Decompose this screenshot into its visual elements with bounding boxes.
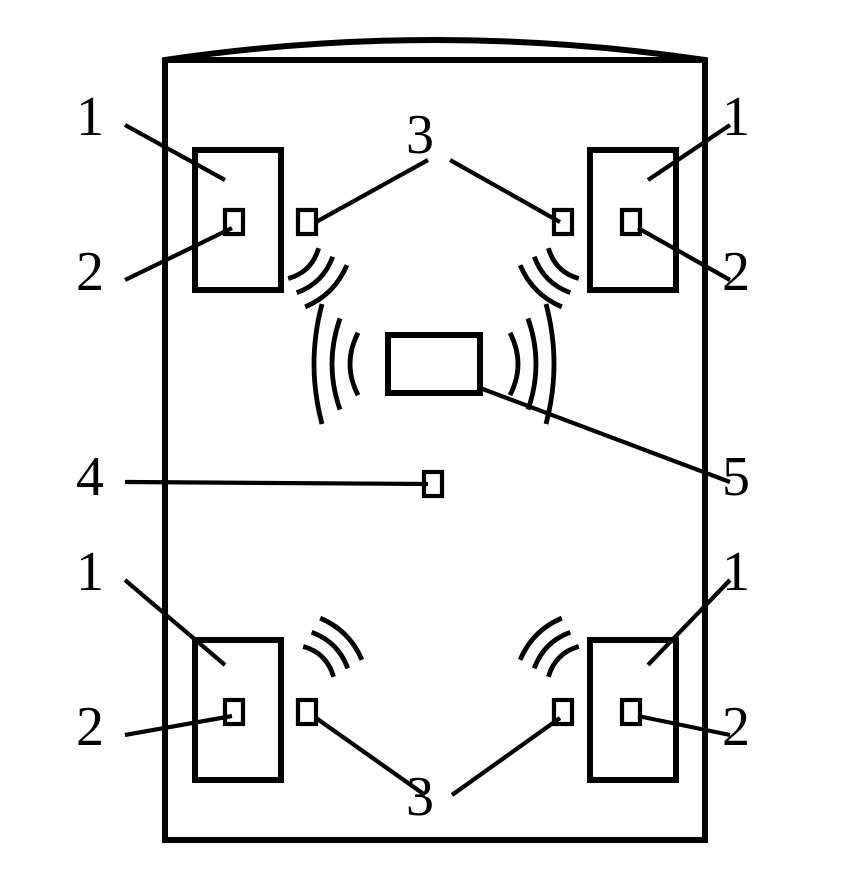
inner-sensor-tr-inner (622, 210, 640, 234)
label-1: 1 (722, 86, 750, 148)
signal-arc-right (528, 318, 536, 409)
wheel-signal-arc (288, 248, 318, 278)
wheel-signal-arc (548, 646, 578, 676)
leader-1-br (648, 580, 730, 665)
leader-2-tr (638, 228, 730, 280)
leader-3-br (452, 718, 560, 795)
outer-sensor-bl-outer (298, 700, 316, 724)
label-2: 2 (722, 696, 750, 758)
signal-arc-left (350, 333, 358, 395)
leader-1-bl (125, 580, 225, 665)
label-1: 1 (76, 86, 104, 148)
leader-2-bl (125, 716, 232, 735)
wheel-bottom-left (195, 640, 281, 780)
center-box (388, 335, 480, 393)
wheel-signal-arc (548, 248, 578, 278)
inner-sensor-br-inner (622, 700, 640, 724)
wheel-signal-arc (303, 646, 333, 676)
label-2: 2 (76, 241, 104, 303)
leader-2-br (638, 716, 730, 735)
leader-3-tl (316, 160, 428, 222)
signal-arc-left (314, 304, 322, 424)
label-1: 1 (722, 541, 750, 603)
label-3: 3 (406, 766, 434, 828)
signal-arc-left (332, 318, 340, 409)
inner-sensor-bl-inner (225, 700, 243, 724)
signal-arc-right (546, 304, 554, 424)
label-2: 2 (76, 696, 104, 758)
signal-arc-right (510, 333, 518, 395)
label-2: 2 (722, 241, 750, 303)
leader-4 (125, 482, 428, 484)
leader-3-tr (450, 160, 560, 222)
label-1: 1 (76, 541, 104, 603)
leader-2-tl (125, 228, 232, 280)
outer-sensor-tl-outer (298, 210, 316, 234)
label-4: 4 (76, 446, 104, 508)
wheel-bottom-right (590, 640, 676, 780)
leader-5 (480, 388, 730, 482)
schematic-diagram: 1 3 1 2 2 4 5 1 1 2 3 2 (0, 0, 858, 871)
label-5: 5 (722, 446, 750, 508)
label-3: 3 (406, 104, 434, 166)
